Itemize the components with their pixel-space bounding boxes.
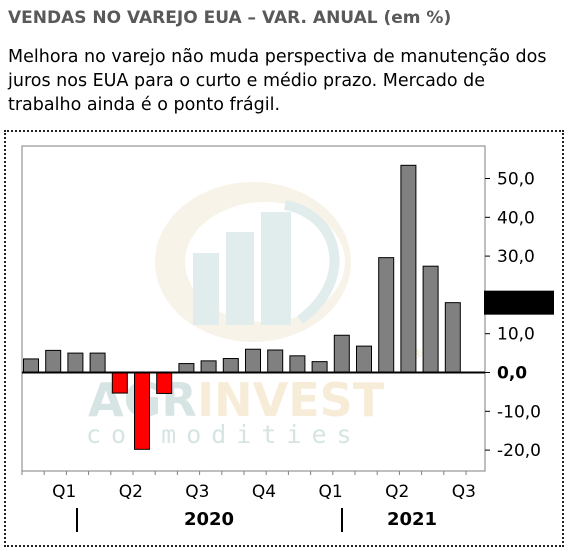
y-axis: 50,0 40,0 30,0 10,0 0,0 -10,0 -20,0 18,0 <box>484 170 554 461</box>
year-label: 2021 <box>387 509 437 530</box>
bar-16 <box>356 345 372 373</box>
chart-frame <box>4 130 564 547</box>
bar-13 <box>289 355 306 374</box>
quarter-label: Q3 <box>185 482 209 502</box>
y-tick-label: 50,0 <box>497 170 535 190</box>
bar-12 <box>267 349 284 374</box>
bar-9 <box>200 360 217 373</box>
quarter-label: Q1 <box>52 482 76 502</box>
watermark-column-1 <box>193 253 219 325</box>
watermark-brand-2: INVEST <box>197 373 385 427</box>
bar-20 <box>444 302 461 373</box>
y-tick-label: -10,0 <box>497 402 541 422</box>
watermark-column-2 <box>226 232 254 325</box>
x-axis: Q1 Q2 Q3 Q4 Q1 Q2 Q3 2020 2021 <box>21 471 476 532</box>
last-value-label: 18,0 <box>488 295 530 315</box>
bar-18 <box>400 164 417 373</box>
y-tick-label: 10,0 <box>497 325 535 345</box>
quarter-label: Q2 <box>119 482 143 502</box>
y-tick-label: 30,0 <box>497 247 535 267</box>
quarter-label: Q4 <box>252 482 276 502</box>
bar-7 <box>156 372 173 394</box>
bar-5 <box>111 372 128 394</box>
y-tick-label: 0,0 <box>497 364 527 384</box>
quarter-label: Q1 <box>318 482 342 502</box>
bar-14 <box>311 361 328 373</box>
year-label: 2020 <box>184 509 234 530</box>
watermark-column-3 <box>261 212 291 325</box>
y-tick-label: -20,0 <box>497 441 541 461</box>
last-value-badge <box>484 290 554 315</box>
page-subtitle: Melhora no varejo não muda perspectiva d… <box>8 47 547 115</box>
y-tick-label: 40,0 <box>497 208 535 228</box>
watermark-arc <box>283 200 340 325</box>
bar-10 <box>222 358 239 374</box>
quarter-label: Q2 <box>385 482 409 502</box>
bar-4 <box>89 352 106 374</box>
bars-group <box>22 164 485 450</box>
page-title: VENDAS NO VAREJO EUA – VAR. ANUAL (em %) <box>8 8 452 28</box>
watermark-tagline: commodities <box>86 420 362 449</box>
bar-6 <box>134 372 150 450</box>
bar-8 <box>178 363 195 373</box>
bar-1 <box>23 358 39 374</box>
bar-2 <box>45 349 62 374</box>
bar-11 <box>245 348 261 374</box>
bar-17 <box>378 257 395 374</box>
quarter-label: Q3 <box>452 482 476 502</box>
bar-15 <box>333 334 350 374</box>
bar-19 <box>422 265 439 373</box>
bar-3 <box>67 352 84 374</box>
